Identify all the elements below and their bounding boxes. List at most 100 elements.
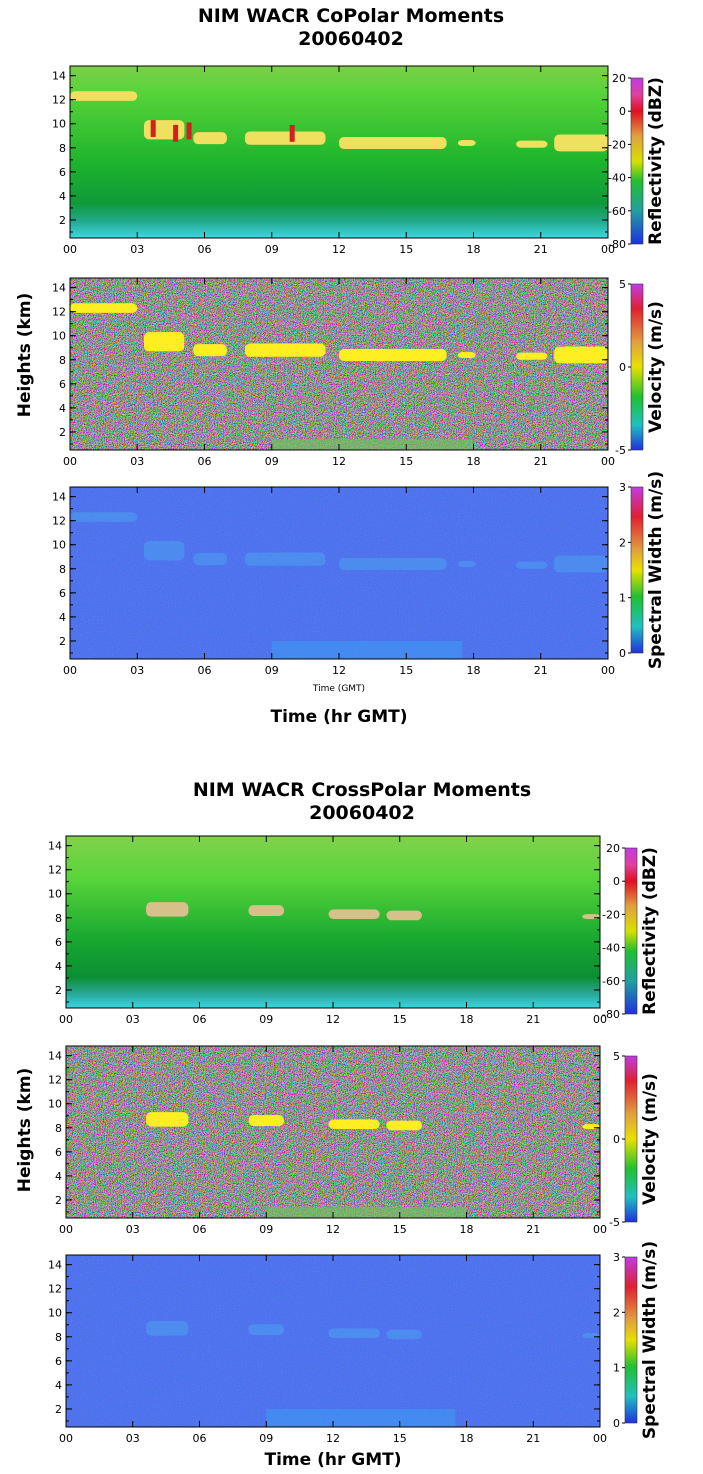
x-tick-label: 18: [467, 664, 481, 677]
x-tick-label: 00: [63, 455, 77, 468]
cloud-echo: [339, 348, 447, 361]
cloud-echo: [193, 344, 227, 357]
colorbar-tick-label: 0: [619, 361, 626, 374]
y-tick-label: 10: [52, 118, 66, 131]
x-tick-label: 00: [59, 1223, 73, 1236]
x-tick-label: 12: [332, 664, 346, 677]
cloud-echo: [244, 552, 326, 566]
x-tick-label: 06: [193, 1223, 207, 1236]
cloud-echo: [328, 909, 380, 919]
y-tick-label: 8: [55, 912, 62, 925]
colorbar: 3 2 1 0 Spectral Width (m/s): [613, 1241, 660, 1439]
cloud-echo: [193, 553, 227, 566]
y-tick-label: 12: [52, 94, 66, 107]
y-axis-label-copolar: Heights (km): [15, 293, 35, 418]
x-tick-label: 00: [63, 243, 77, 256]
x-tick-label: 03: [126, 1223, 140, 1236]
cloud-echo: [516, 561, 548, 569]
cloud-echo: [146, 1321, 189, 1336]
y-tick-label: 14: [48, 1050, 62, 1063]
colorbar: 3 2 1 0 Spectral Width (m/s): [619, 471, 666, 669]
cloud-echo: [554, 346, 608, 364]
cloud-echo: [248, 1324, 285, 1335]
colorbar-tick-label: 3: [613, 1251, 620, 1264]
x-tick-label: 12: [326, 1432, 340, 1445]
velocity-noise: [70, 278, 608, 450]
y-tick-label: 2: [59, 635, 66, 648]
x-tick-label: 21: [534, 243, 548, 256]
x-tick-label: 12: [332, 243, 346, 256]
x-tick-label: 09: [265, 455, 279, 468]
x-tick-label: 15: [399, 664, 413, 677]
cloud-echo: [386, 1329, 422, 1340]
colorbar-tick-label: 20: [606, 842, 620, 855]
y-tick-label: 4: [55, 1379, 62, 1392]
colorbar-tick-label: -20: [602, 908, 620, 921]
x-tick-label: 15: [393, 1432, 407, 1445]
colorbar-tick-label: 0: [619, 647, 626, 660]
colorbar: 20 0 -20 -40 -60 -80 Reflectivity (dBZ): [602, 842, 660, 1021]
cloud-echo: [248, 1115, 285, 1126]
y-tick-label: 12: [52, 306, 66, 319]
colorbar-scale: [624, 1055, 638, 1223]
y-tick-label: 14: [52, 70, 66, 83]
y-tick-label: 6: [59, 166, 66, 179]
x-tick-label: 09: [259, 1013, 273, 1026]
cloud-echo: [70, 91, 138, 101]
x-tick-label: 18: [460, 1013, 474, 1026]
cloud-echo: [143, 541, 185, 561]
x-tick-label: 06: [198, 243, 212, 256]
y-tick-label: 10: [48, 1098, 62, 1111]
x-tick-label: 18: [467, 455, 481, 468]
cloud-echo: [146, 902, 189, 917]
strong-echo: [150, 120, 156, 137]
colorbar-scale: [624, 1256, 638, 1424]
y-tick-label: 4: [59, 190, 66, 203]
strong-echo: [173, 124, 179, 142]
cloud-echo: [386, 910, 422, 921]
x-tick-label: 00: [59, 1013, 73, 1026]
cloud-echo: [328, 1119, 380, 1129]
colorbar-tick-label: -60: [608, 205, 626, 218]
colorbar-scale: [630, 283, 644, 451]
x-tick-label: 21: [534, 664, 548, 677]
y-tick-label: 14: [52, 491, 66, 504]
surface-clutter: [271, 640, 463, 659]
y-tick-label: 8: [55, 1331, 62, 1344]
cloud-echo: [143, 332, 185, 352]
x-tick-label: 09: [265, 664, 279, 677]
y-tick-label: 4: [59, 402, 66, 415]
cloud-echo: [328, 1328, 380, 1338]
x-tick-label: 03: [126, 1013, 140, 1026]
colorbar-tick-label: -5: [609, 1216, 620, 1229]
x-tick-label: 00: [593, 1432, 607, 1445]
cloud-echo: [244, 343, 326, 357]
y-tick-label: 2: [59, 214, 66, 227]
colorbar-label: Spectral Width (m/s): [646, 471, 666, 669]
cloud-echo: [146, 1112, 189, 1127]
y-tick-label: 6: [55, 936, 62, 949]
y-tick-label: 2: [55, 984, 62, 997]
panel-5: 14 12 10 8 6 4 2 00 03 06 09 12 15 18 21 00 5 0 -5 Velocity…: [48, 1045, 660, 1236]
colorbar-label: Reflectivity (dBZ): [646, 77, 666, 245]
x-tick-label: 00: [601, 455, 615, 468]
cloud-echo: [457, 351, 476, 358]
x-tick-label: 09: [259, 1223, 273, 1236]
colorbar-tick-label: 5: [613, 1050, 620, 1063]
panel-2: 14 12 10 8 6 4 2 00 03 06 09 12 15 18 21 00 5 0 -5 Velocity…: [52, 277, 666, 468]
strong-echo: [186, 122, 192, 140]
cloud-echo: [70, 303, 138, 313]
cloud-echo: [386, 1120, 422, 1131]
heatmap-field: [66, 1255, 600, 1427]
y-tick-label: 4: [55, 960, 62, 973]
y-tick-label: 4: [59, 611, 66, 624]
cloud-echo: [516, 352, 548, 360]
colorbar-tick-label: -60: [602, 975, 620, 988]
cloud-echo: [193, 132, 227, 145]
colorbar-tick-label: -40: [602, 942, 620, 955]
y-tick-label: 10: [48, 1307, 62, 1320]
cloud-echo: [70, 512, 138, 522]
y-tick-label: 6: [59, 378, 66, 391]
y-tick-label: 4: [55, 1170, 62, 1183]
